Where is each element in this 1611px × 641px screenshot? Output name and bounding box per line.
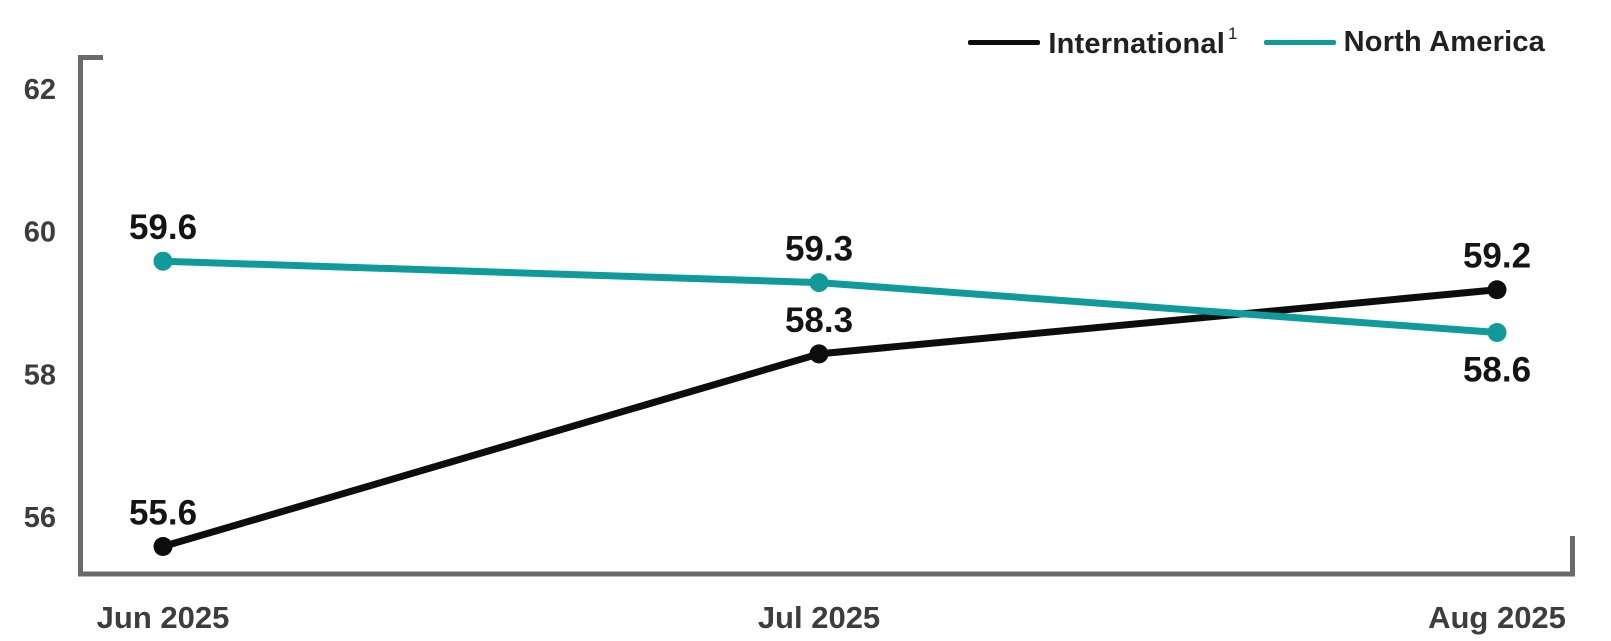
data-point — [153, 537, 173, 557]
y-tick-label: 60 — [24, 217, 56, 249]
y-tick-label: 56 — [24, 502, 56, 534]
axis-frame — [78, 55, 1575, 577]
data-point — [809, 344, 829, 364]
international-line-swatch — [968, 40, 1041, 45]
legend-label-international: International 1 — [1048, 24, 1238, 60]
y-tick-label: 62 — [24, 74, 56, 106]
x-axis-label: Jun 2025 — [97, 600, 230, 635]
data-point-label: 58.3 — [785, 301, 853, 340]
legend-item-north-america: North America — [1263, 26, 1545, 59]
data-point — [1487, 280, 1507, 300]
data-point — [153, 251, 173, 271]
data-point-label: 59.6 — [129, 208, 197, 247]
data-point-label: 59.2 — [1463, 237, 1531, 276]
y-tick-label: 58 — [24, 359, 56, 391]
data-point-label: 55.6 — [129, 494, 197, 533]
footnote-marker: 1 — [1227, 24, 1238, 43]
data-point-label: 59.3 — [785, 230, 853, 269]
north-america-line-swatch — [1263, 40, 1336, 45]
legend: International 1 North America — [968, 24, 1545, 61]
x-axis-label: Jul 2025 — [758, 600, 880, 635]
data-point — [809, 273, 829, 293]
data-point — [1487, 323, 1507, 343]
x-axis-label: Aug 2025 — [1428, 600, 1566, 635]
legend-label-north-america: North America — [1343, 26, 1545, 58]
data-point-label: 58.6 — [1463, 351, 1531, 390]
legend-item-international: International 1 — [968, 24, 1237, 61]
